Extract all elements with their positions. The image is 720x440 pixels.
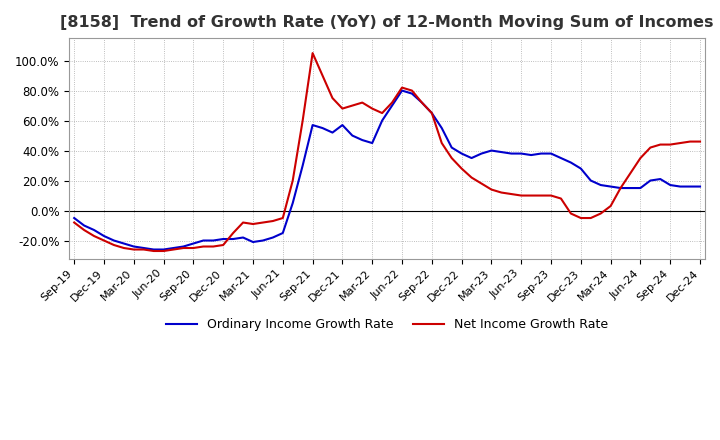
Line: Net Income Growth Rate: Net Income Growth Rate [74,53,700,251]
Net Income Growth Rate [487,187,496,192]
Ordinary Income Growth Rate [696,184,704,189]
Ordinary Income Growth Rate [487,148,496,153]
Net Income Growth Rate [149,248,158,253]
Ordinary Income Growth Rate [70,216,78,221]
Net Income Growth Rate [438,140,446,146]
Net Income Growth Rate [696,139,704,144]
Net Income Growth Rate [308,51,317,56]
Net Income Growth Rate [348,103,356,108]
Net Income Growth Rate [397,85,406,90]
Title: [8158]  Trend of Growth Rate (YoY) of 12-Month Moving Sum of Incomes: [8158] Trend of Growth Rate (YoY) of 12-… [60,15,714,30]
Net Income Growth Rate [497,190,505,195]
Ordinary Income Growth Rate [159,247,168,252]
Legend: Ordinary Income Growth Rate, Net Income Growth Rate: Ordinary Income Growth Rate, Net Income … [161,313,613,336]
Line: Ordinary Income Growth Rate: Ordinary Income Growth Rate [74,91,700,249]
Ordinary Income Growth Rate [388,103,397,108]
Ordinary Income Growth Rate [338,122,347,128]
Ordinary Income Growth Rate [497,150,505,155]
Net Income Growth Rate [70,220,78,225]
Ordinary Income Growth Rate [397,88,406,93]
Ordinary Income Growth Rate [438,125,446,131]
Net Income Growth Rate [159,248,168,253]
Ordinary Income Growth Rate [149,247,158,252]
